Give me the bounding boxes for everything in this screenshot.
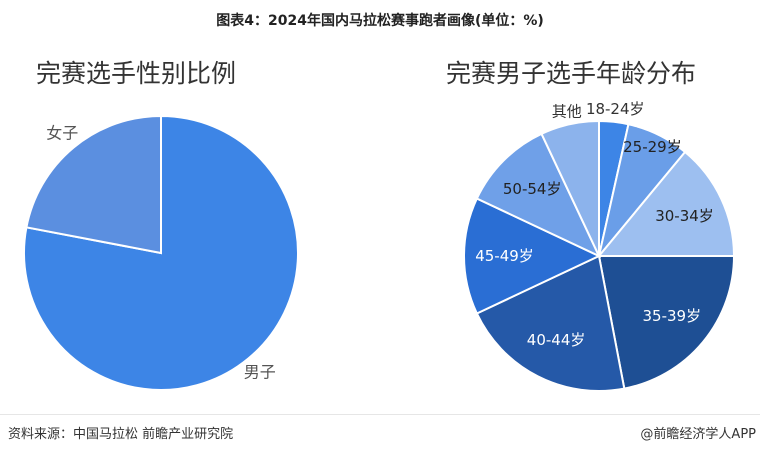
slice-label-4: 40-44岁 [527,331,586,349]
footer-divider [0,414,760,415]
pie-slice-1 [25,114,162,255]
slice-label-3: 35-39岁 [643,307,702,325]
slice-label-0: 18-24岁 [586,100,645,118]
source-note: 资料来源：中国马拉松 前瞻产业研究院 [8,427,234,442]
pie-slice-3 [597,255,736,390]
figure-title: 图表4：2024年国内马拉松赛事跑者画像(单位：%) [216,13,544,29]
slice-label-1: 25-29岁 [623,138,682,156]
slice-label-5: 45-49岁 [475,247,534,265]
age-chart-title: 完赛男子选手年龄分布 [446,59,697,88]
pie-slice-4 [475,254,626,392]
pie-slice-7 [540,119,600,257]
slice-label-6: 50-54岁 [503,180,562,198]
pie-slice-5 [463,197,602,315]
slice-label-2: 30-34岁 [655,207,714,225]
pie-slice-6 [475,132,602,259]
slice-label-1: 女子 [46,124,78,143]
slice-label-0: 男子 [244,362,276,381]
slice-label-7: 其他 [552,103,582,121]
brand-credit: @前瞻经济学人APP [640,427,756,442]
pie-slice-2 [596,150,736,257]
gender-chart-title: 完赛选手性别比例 [36,59,237,88]
